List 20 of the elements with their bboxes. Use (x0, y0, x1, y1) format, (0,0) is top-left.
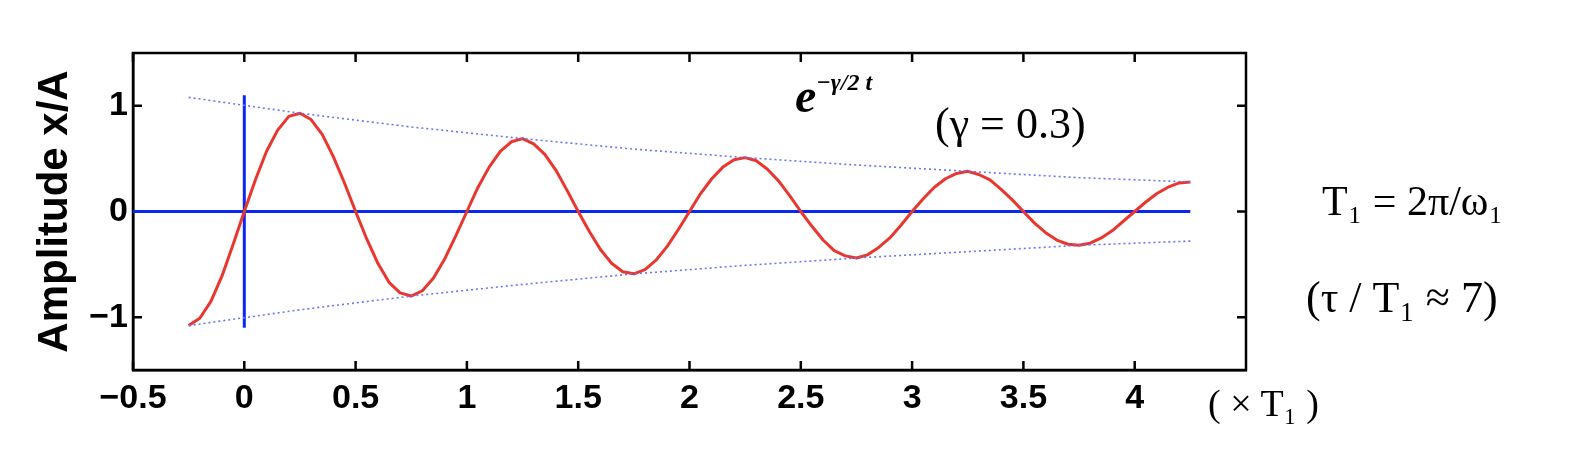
y-axis-title: Amplitude x/A (28, 70, 76, 353)
annotation: (γ = 0.3) (935, 99, 1086, 148)
y-tick-label: −1 (89, 295, 128, 334)
y-tick-label: 1 (109, 84, 128, 123)
x-tick-label: 0.5 (331, 376, 380, 415)
x-tick-label: −0.5 (99, 376, 167, 415)
x-tick-label: 2 (680, 376, 699, 415)
x-tick-label: 4 (1125, 376, 1145, 415)
y-tick-label: 0 (109, 189, 128, 228)
x-axis-title: ( × T₁ ) (1208, 382, 1320, 424)
x-tick-label: 0 (234, 376, 254, 415)
text: (τ / T₁ ≈ 7) (1306, 273, 1498, 322)
annotation: e$^{−γ/2 t}$ (795, 68, 873, 122)
x-tick-label: 1 (457, 376, 477, 415)
x-tick-label: 1.5 (554, 376, 602, 415)
x-tick-label: 3.5 (999, 376, 1048, 415)
text: T₁ = 2π/ω₁ (1322, 178, 1504, 224)
line-series (187, 240, 1192, 327)
x-tick-label: 3 (902, 376, 922, 415)
x-tick-label: 2.5 (777, 376, 825, 415)
